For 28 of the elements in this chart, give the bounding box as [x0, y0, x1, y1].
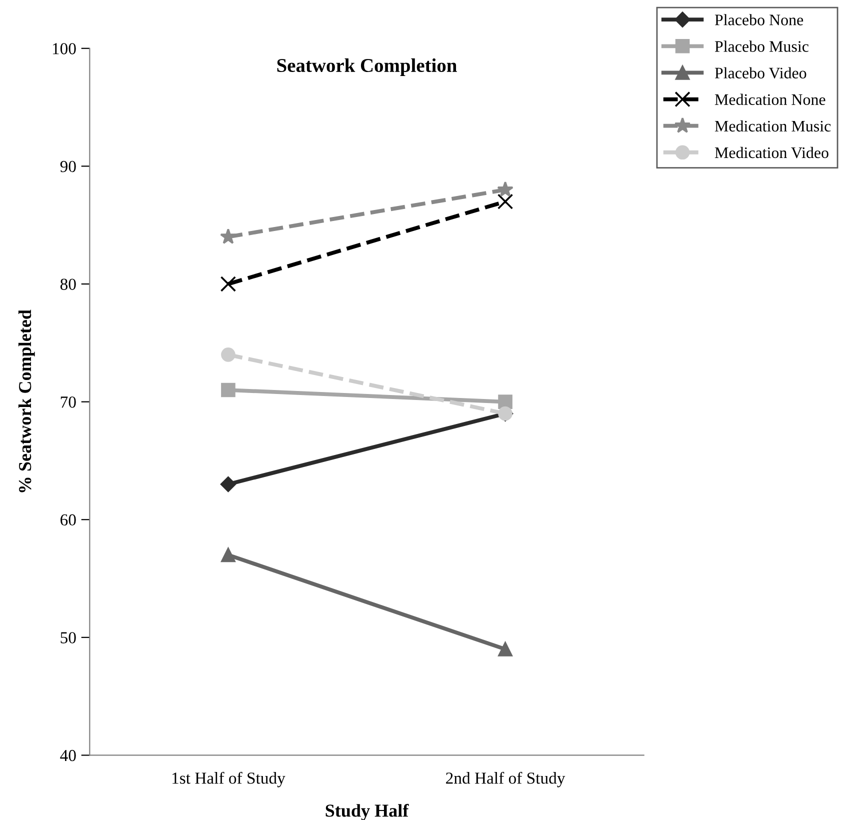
point [220, 276, 236, 292]
legend-label: Medication None [714, 94, 826, 106]
y-tick-label: 90 [60, 160, 76, 172]
y-tick-label: 70 [60, 396, 76, 408]
y-tick-label: 100 [52, 43, 76, 54]
legend-label: Placebo Music [714, 40, 808, 52]
y-tick-label: 50 [60, 632, 76, 644]
y-axis-title: % Seatwork Completed [18, 310, 35, 492]
y-tick-label: 60 [60, 514, 76, 526]
point [221, 348, 236, 362]
x-tick-label: 1st Half of Study [172, 772, 286, 788]
y-tick-label: 80 [60, 278, 76, 290]
legend-label: Medication Video [714, 146, 828, 158]
legend-label: Placebo Video [714, 67, 806, 79]
x-tick-label: 2nd Half of Study [446, 772, 566, 788]
legend-label: Medication Music [714, 120, 831, 132]
point [498, 642, 512, 656]
point [497, 181, 514, 197]
point [220, 228, 236, 244]
point [221, 382, 236, 398]
legend-label: Placebo None [714, 14, 804, 26]
y-tick-label: 40 [60, 750, 76, 762]
point [498, 394, 512, 409]
point [221, 548, 236, 562]
point [497, 194, 514, 210]
point [220, 476, 236, 492]
chart-title: Seatwork Completion [277, 58, 457, 76]
x-axis-title: Study Half [326, 804, 409, 820]
